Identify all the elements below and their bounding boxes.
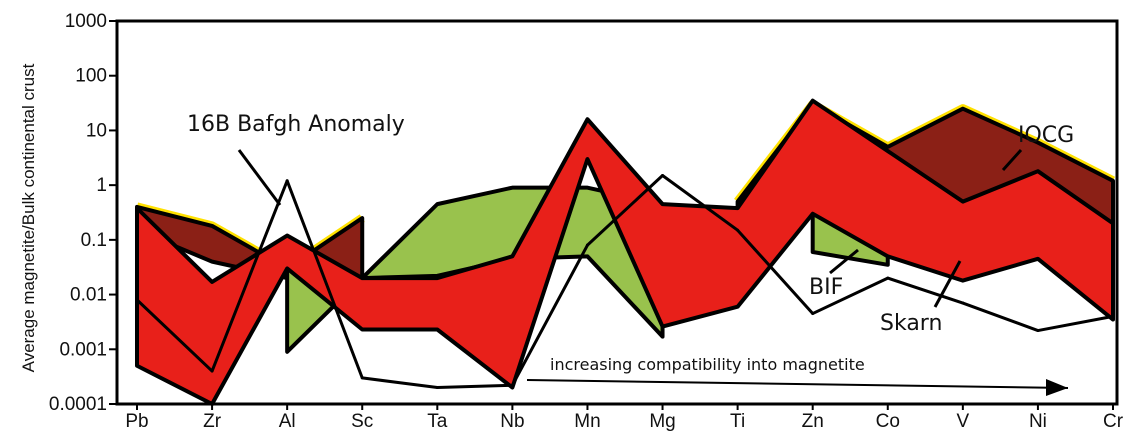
series-3-point xyxy=(886,276,890,280)
y-axis-label: Average magnetite/Bulk continental crust xyxy=(19,63,38,372)
y-tick-label: 0.001 xyxy=(59,339,107,360)
series-3-point xyxy=(1036,329,1040,333)
x-axis: Pb Zr Al Sc Ta Nb Mn Mg Ti Zn Co V Ni Cr xyxy=(125,404,1124,432)
series-3-line xyxy=(135,174,1114,390)
y-tick-label: 0.01 xyxy=(70,285,107,306)
x-tick-label: Nb xyxy=(500,411,524,432)
annotation-bafgh: 16B Bafgh Anomaly xyxy=(187,112,405,137)
x-tick-label: V xyxy=(957,411,970,432)
x-tick-label: Ta xyxy=(427,411,448,432)
series-3-point xyxy=(285,179,289,183)
series-3-point xyxy=(585,243,589,247)
compatibility-arrow-line xyxy=(526,379,1069,389)
series-3-point xyxy=(135,298,139,302)
x-tick-label: Ni xyxy=(1029,411,1047,432)
series-3-point xyxy=(736,228,740,232)
leader-iocg xyxy=(1001,148,1023,172)
plot-frame xyxy=(115,19,1119,406)
x-tick-label: Co xyxy=(876,411,900,432)
annotation-iocg: IOCG xyxy=(1018,123,1074,148)
y-tick-label: 0.0001 xyxy=(49,394,107,415)
annotation-bif: BIF xyxy=(809,275,843,300)
y-tick-label: 100 xyxy=(75,66,107,87)
x-tick-label: Cr xyxy=(1103,411,1124,432)
series-3-point xyxy=(210,369,214,373)
series-3-point xyxy=(961,301,965,305)
x-tick-label: Pb xyxy=(125,411,148,432)
annotation-compatibility: increasing compatibility into magnetite xyxy=(550,355,865,374)
x-tick-label: Mg xyxy=(649,411,675,432)
y-axis: 0.0001 0.001 0.01 0.1 1 10 100 1000 xyxy=(49,11,117,415)
series-3-point xyxy=(661,174,665,178)
y-tick-label: 1 xyxy=(96,175,107,196)
series-3-point xyxy=(360,376,364,380)
series-3-point xyxy=(435,386,439,390)
y-tick-label: 1000 xyxy=(65,11,107,32)
series-areas xyxy=(135,98,1116,406)
series-3-point xyxy=(1111,314,1115,318)
leader-skarn xyxy=(933,260,962,308)
x-tick-label: Al xyxy=(279,411,296,432)
x-tick-label: Mn xyxy=(574,411,600,432)
x-tick-label: Zn xyxy=(802,411,824,432)
leader-bif xyxy=(829,248,859,275)
x-tick-label: Sc xyxy=(351,411,373,432)
series-2-area xyxy=(135,98,1115,406)
series-lines xyxy=(135,174,1115,390)
y-tick-label: 10 xyxy=(86,120,107,141)
series-3-point xyxy=(811,312,815,316)
compatibility-arrow-head xyxy=(1046,379,1068,396)
leader-bafgh xyxy=(237,149,282,206)
y-tick-label: 0.1 xyxy=(81,230,107,251)
x-tick-label: Zr xyxy=(203,411,222,432)
annotation-skarn: Skarn xyxy=(880,311,942,336)
series-3-point xyxy=(510,383,514,387)
x-tick-label: Ti xyxy=(730,411,745,432)
